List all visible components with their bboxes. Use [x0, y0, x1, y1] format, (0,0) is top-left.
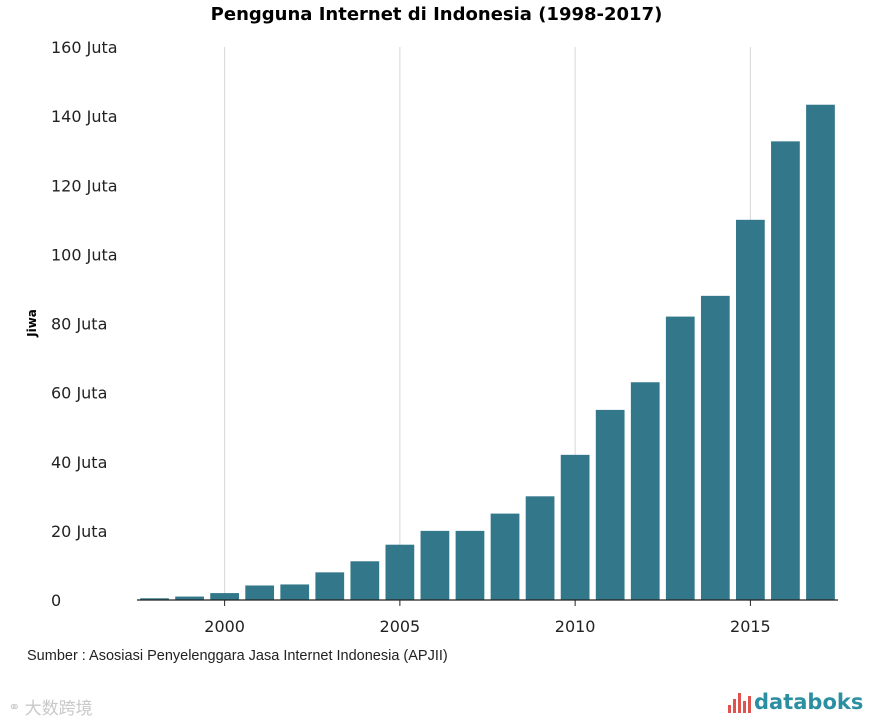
y-tick-label-160: 160 Juta	[51, 38, 118, 57]
x-tick-label-2015: 2015	[730, 617, 771, 636]
bar-2006[interactable]	[420, 530, 450, 600]
tick-labels: 2000 2005 2010 2015 0 20 Juta 40 Juta 60 Juta 80…	[51, 38, 771, 636]
watermark: ⚭ 大数跨境	[8, 694, 93, 720]
x-tick-label-2010: 2010	[555, 617, 596, 636]
y-axis-label: Jiwa	[25, 309, 39, 338]
watermark-text: 大数跨境	[24, 699, 93, 719]
bar-2010[interactable]	[560, 454, 590, 600]
bar-2011[interactable]	[595, 409, 625, 600]
bar-1999[interactable]	[175, 596, 204, 600]
logo-text: databoks	[754, 690, 864, 714]
bar-2000[interactable]	[210, 593, 239, 600]
bar-2005[interactable]	[385, 544, 415, 600]
chart-title: Pengguna Internet di Indonesia (1998-201…	[210, 4, 663, 25]
bar-2004[interactable]	[350, 561, 380, 600]
y-tick-label-100: 100 Juta	[51, 245, 118, 264]
y-tick-label-60: 60 Juta	[51, 384, 107, 403]
bar-2017[interactable]	[806, 104, 835, 601]
databoks-logo[interactable]: databoks	[728, 690, 863, 714]
bar-2012[interactable]	[630, 382, 660, 600]
watermark-icon: ⚭	[8, 697, 21, 716]
y-tick-label-0: 0	[51, 591, 61, 610]
bar-2014[interactable]	[700, 295, 730, 600]
bar-2009[interactable]	[525, 496, 555, 600]
bar-2015[interactable]	[736, 219, 765, 600]
bar-2007[interactable]	[455, 530, 485, 600]
x-tick-label-2005: 2005	[380, 617, 421, 636]
logo-bars-icon	[728, 691, 751, 713]
bar-2016[interactable]	[771, 141, 800, 600]
bar-2001[interactable]	[245, 585, 275, 600]
bar-2003[interactable]	[315, 572, 345, 600]
bar-1998[interactable]	[140, 598, 169, 600]
bars	[140, 104, 835, 601]
source-note: Sumber : Asosiasi Penyelenggara Jasa Int…	[27, 648, 448, 664]
y-tick-label-40: 40 Juta	[51, 453, 107, 472]
y-tick-label-80: 80 Juta	[51, 315, 107, 334]
y-tick-label-140: 140 Juta	[51, 107, 118, 126]
x-tick-label-2000: 2000	[204, 617, 245, 636]
y-tick-label-120: 120 Juta	[51, 176, 118, 195]
bar-2008[interactable]	[490, 513, 520, 600]
bar-2013[interactable]	[665, 316, 695, 600]
bar-2002[interactable]	[280, 584, 310, 600]
y-tick-label-20: 20 Juta	[51, 522, 107, 541]
axes	[137, 599, 838, 606]
